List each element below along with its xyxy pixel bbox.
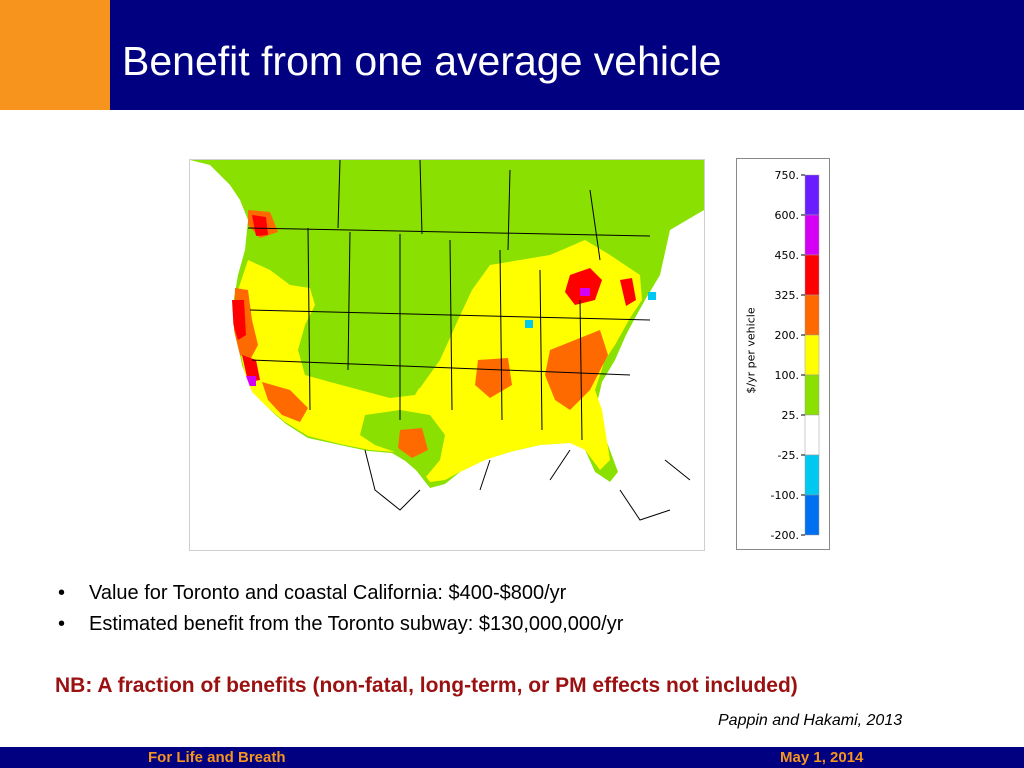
legend-tick-label: -25. — [778, 449, 799, 462]
legend-colorbar: 750. 600. 450. 325. 200. 100. 25. -25. -100. -200… — [771, 169, 820, 542]
map-region-orange-texas — [398, 428, 428, 458]
map-region-orange-southeast — [545, 330, 608, 410]
legend-band — [804, 254, 820, 296]
map-ocean-pacific — [190, 240, 365, 550]
legend-tick-label: -200. — [771, 529, 799, 542]
map-legend: 750. 600. 450. 325. 200. 100. 25. -25. -100. -200… — [736, 158, 830, 550]
map-region-red-nyc — [620, 278, 636, 306]
benefit-map — [189, 159, 705, 551]
bullet-item-toronto-value: Value for Toronto and coastal California… — [55, 578, 623, 609]
legend-tick-label: 750. — [775, 169, 800, 182]
legend-band — [804, 494, 820, 536]
legend-tick-label: 25. — [782, 409, 800, 422]
map-region-cyan-boston — [648, 292, 656, 300]
legend-band — [804, 454, 820, 496]
slide-title: Benefit from one average vehicle — [122, 38, 722, 84]
legend-axis-label: $/yr per vehicle — [744, 307, 758, 394]
map-region-plains-green — [308, 240, 460, 398]
footer-left-text: For Life and Breath — [148, 749, 286, 766]
map-canvas — [190, 160, 704, 550]
legend-tick-label: 100. — [775, 369, 800, 382]
bullet-list: Value for Toronto and coastal California… — [55, 578, 623, 640]
legend-tick-label: 200. — [775, 329, 800, 342]
legend-band — [804, 414, 820, 456]
map-region-red-la — [242, 355, 260, 382]
map-ocean — [445, 443, 704, 550]
title-accent-block — [0, 0, 110, 110]
bullet-item-subway-benefit: Estimated benefit from the Toronto subwa… — [55, 609, 623, 640]
map-region-orange-stl — [475, 358, 512, 398]
legend-tick-label: 450. — [775, 249, 800, 262]
map-region-cyan-chicago — [525, 320, 533, 328]
map-region-magenta-toronto — [580, 288, 590, 296]
map-region-red-toronto — [565, 268, 602, 305]
legend-tick-label: 600. — [775, 209, 800, 222]
map-region-magenta-la — [246, 376, 256, 386]
map-region-red-california — [232, 300, 246, 340]
legend-band — [804, 214, 820, 256]
legend-tick-label: -100. — [771, 489, 799, 502]
legend-band — [804, 174, 820, 216]
nb-note: NB: A fraction of benefits (non-fatal, l… — [55, 674, 798, 697]
footer-date: May 1, 2014 — [780, 749, 864, 766]
map-boundaries — [247, 160, 691, 521]
map-region-red-seattle — [252, 215, 268, 236]
footer-bar: For Life and Breath May 1, 2014 — [0, 747, 1024, 768]
title-bar: Benefit from one average vehicle — [110, 0, 1024, 110]
legend-band — [804, 334, 820, 376]
map-region-orange-la — [262, 382, 308, 422]
legend-tick-label: 325. — [775, 289, 800, 302]
legend-band — [804, 294, 820, 336]
citation: Pappin and Hakami, 2013 — [718, 712, 903, 729]
legend-band — [804, 374, 820, 416]
